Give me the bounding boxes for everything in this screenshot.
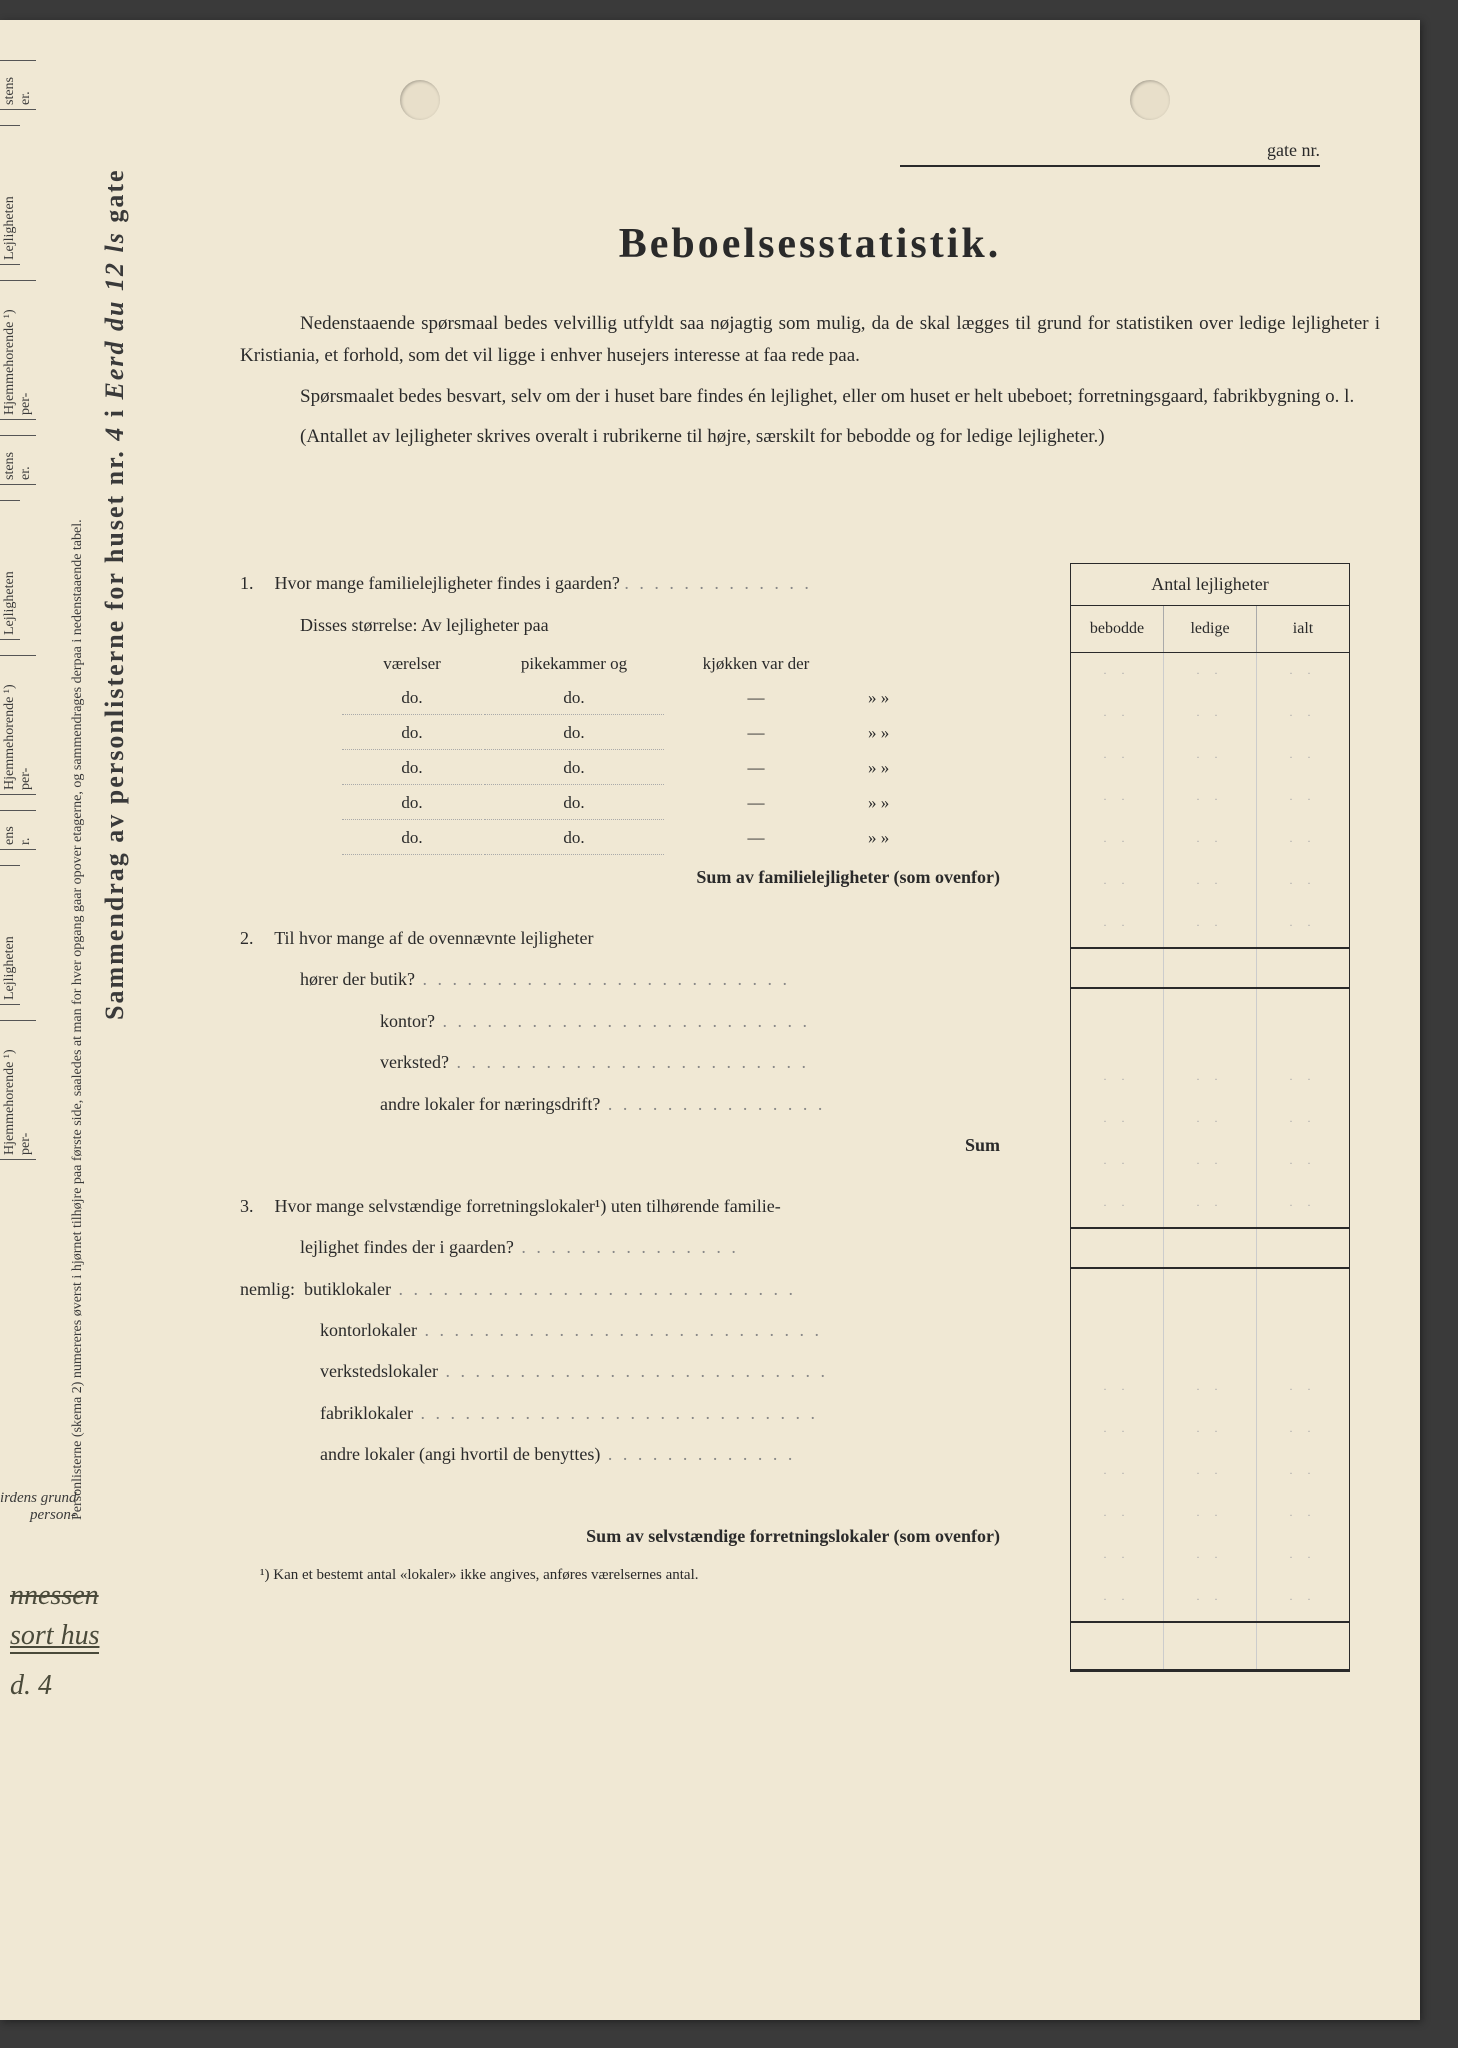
questions: 1. Hvor mange familielejligheter findes …	[240, 563, 1020, 1583]
dots: . . . . . . . . . . . . .	[624, 573, 812, 593]
q3-text: Hvor mange selvstændige forretningslokal…	[275, 1196, 781, 1216]
count-box: Antal lejligheter bebodde ledige ialt . …	[1070, 563, 1350, 1672]
count-row: . .. .. .	[1071, 1579, 1349, 1621]
sidebar-house-nr: 4	[100, 426, 129, 441]
q3-r3: verkstedslokaler . . . . . . . . . . . .…	[320, 1351, 1020, 1392]
count-row: . .. .. .	[1071, 1101, 1349, 1143]
count-sum-row	[1071, 1621, 1349, 1671]
lbl-hjem: Hjemmehorende ¹) per-	[0, 280, 36, 420]
sidebar-title-text: Sammendrag av personlisterne for huset n…	[100, 449, 129, 1020]
page-title: Beboelsesstatistik.	[240, 220, 1380, 268]
q1: 1. Hvor mange familielejligheter findes …	[240, 563, 1020, 604]
count-cols: bebodde ledige ialt	[1071, 606, 1349, 653]
main-content: gate nr. Beboelsesstatistik. Nedenstaaen…	[240, 160, 1380, 1584]
col-ledige: ledige	[1164, 606, 1257, 652]
sidebar-title: Sammendrag av personlisterne for huset n…	[100, 120, 130, 1020]
gate-line: gate nr.	[900, 140, 1320, 167]
q2-r2: kontor? . . . . . . . . . . . . . . . . …	[380, 1001, 1020, 1042]
count-row: . .. .. .	[1071, 1537, 1349, 1579]
count-gap	[1071, 989, 1349, 1059]
count-row: . .. .. .	[1071, 779, 1349, 821]
count-row: . .. .. .	[1071, 1059, 1349, 1101]
count-row: . .. .. .	[1071, 1495, 1349, 1537]
q1-table: værelser pikekammer og kjøkken var der d…	[340, 646, 911, 857]
count-row: . .. .. .	[1071, 653, 1349, 695]
document-page: Sammendrag av personlisterne for huset n…	[0, 20, 1420, 2020]
q3-r2: kontorlokaler . . . . . . . . . . . . . …	[320, 1310, 1020, 1351]
q1-do-row: do.do.—» »	[342, 752, 909, 785]
intro-p3: (Antallet av lejligheter skrives overalt…	[240, 421, 1380, 453]
count-sum-row	[1071, 947, 1349, 989]
handwriting-1: nnessen	[10, 1580, 99, 1612]
q2-sum: Sum	[240, 1135, 1020, 1156]
sidebar-i: i	[100, 408, 129, 417]
col-ialt: ialt	[1257, 606, 1349, 652]
count-sum-row	[1071, 1227, 1349, 1269]
q1-header-row: værelser pikekammer og kjøkken var der	[342, 648, 909, 680]
count-row: . .. .. .	[1071, 695, 1349, 737]
punch-hole	[400, 80, 440, 120]
count-row: . .. .. .	[1071, 1185, 1349, 1227]
count-row: . .. .. .	[1071, 1143, 1349, 1185]
count-row: . .. .. .	[1071, 1369, 1349, 1411]
count-row: . .. .. .	[1071, 1411, 1349, 1453]
intro-p1: Nedenstaaende spørsmaal bedes velvillig …	[240, 308, 1380, 373]
handwriting-3: d. 4	[10, 1670, 52, 1702]
lbl-lej3: Lejligheten	[0, 865, 20, 1005]
col-bebodde: bebodde	[1071, 606, 1164, 652]
q2-r3: verksted? . . . . . . . . . . . . . . . …	[380, 1042, 1020, 1083]
q3: 3. Hvor mange selvstændige forretningslo…	[240, 1186, 1020, 1227]
q1-do-row: do.do.—» »	[342, 787, 909, 820]
q3-nemlig: nemlig: butiklokaler . . . . . . . . . .…	[240, 1269, 1020, 1310]
q3-num: 3.	[240, 1186, 270, 1227]
q3-r4: fabriklokaler . . . . . . . . . . . . . …	[320, 1393, 1020, 1434]
footnote: ¹) Kan et bestemt antal «lokaler» ikke a…	[260, 1567, 1020, 1584]
q1-do-row: do.do.—» »	[342, 682, 909, 715]
count-header: Antal lejligheter	[1071, 564, 1349, 606]
count-row: . .. .. .	[1071, 737, 1349, 779]
count-row: . .. .. .	[1071, 905, 1349, 947]
lbl-lej: Lejligheten	[0, 125, 20, 265]
left-sidebar: Sammendrag av personlisterne for huset n…	[0, 20, 180, 1820]
q2-text: Til hvor mange af de ovennævnte lejlighe…	[274, 928, 593, 948]
count-gap	[1071, 1269, 1349, 1369]
q1-sum: Sum av familielejligheter (som ovenfor)	[240, 867, 1020, 888]
count-row: . .. .. .	[1071, 821, 1349, 863]
sidebar-street: Eerd du 12 ls	[100, 231, 129, 399]
lbl-stens2: stens er.	[0, 435, 36, 485]
lbl-hjem3: Hjemmehorende ¹) per-	[0, 1020, 36, 1160]
table-wrap: Antal lejligheter bebodde ledige ialt . …	[240, 563, 1380, 1583]
grund-label: irdens grund person-	[0, 1490, 77, 1524]
q1-sub: Disses størrelse: Av lejligheter paa	[300, 605, 1020, 646]
intro-p2: Spørsmaalet bedes besvart, selv om der i…	[240, 381, 1380, 413]
q2-r4: andre lokaler for næringsdrift? . . . . …	[380, 1084, 1020, 1125]
gate-label: gate nr.	[1267, 140, 1320, 160]
punch-hole	[1130, 80, 1170, 120]
lbl-stens: stens er.	[0, 60, 36, 110]
q1-text: Hvor mange familielejligheter findes i g…	[275, 573, 620, 593]
q2: 2. Til hvor mange af de ovennævnte lejli…	[240, 918, 1020, 959]
handwriting-2: sort hus	[10, 1620, 99, 1654]
count-row: . .. .. .	[1071, 1453, 1349, 1495]
sidebar-note: Personlisterne (skema 2) numereres øvers…	[70, 120, 86, 1520]
q1-do-row: do.do.—» »	[342, 717, 909, 750]
q1-do-row: do.do.—» »	[342, 822, 909, 855]
lbl-hjem2: Hjemmehorende ¹) per-	[0, 655, 36, 795]
sidebar-gate: gate	[100, 168, 129, 222]
count-row: . .. .. .	[1071, 863, 1349, 905]
q3-text2: lejlighet findes der i gaarden? . . . . …	[300, 1227, 1020, 1268]
q1-num: 1.	[240, 563, 270, 604]
q3-r5: andre lokaler (angi hvortil de benyttes)…	[320, 1434, 1020, 1475]
lbl-ens: ensr.	[0, 810, 36, 850]
q2-num: 2.	[240, 918, 270, 959]
q2-r1: hører der butik? . . . . . . . . . . . .…	[300, 959, 1020, 1000]
q3-sum: Sum av selvstændige forretningslokaler (…	[240, 1526, 1020, 1547]
lbl-lej2: Lejligheten	[0, 500, 20, 640]
